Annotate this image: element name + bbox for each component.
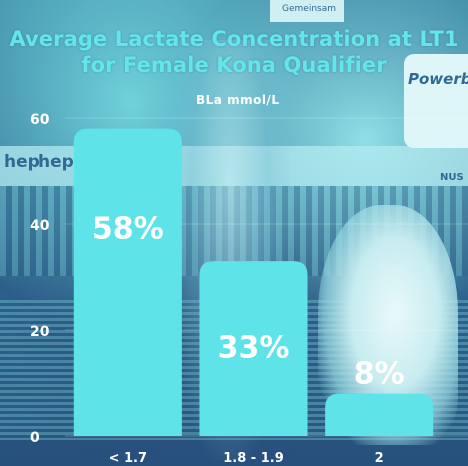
x-tick-label: 1.8 - 1.9 [223, 451, 284, 466]
y-axis-labels: 0 20 40 60 [30, 112, 50, 446]
sign-top-text: Gemeinsam [282, 4, 336, 14]
banner-text-left: hep [4, 152, 40, 172]
y-tick-label: 40 [30, 218, 50, 234]
chart-title-line-1: Average Lactate Concentration at LT1 [9, 27, 459, 51]
bar [325, 393, 434, 436]
bar-value-label: 8% [354, 357, 405, 392]
x-tick-label: < 1.7 [109, 451, 147, 466]
chart-title-line-2: for Female Kona Qualifier [81, 53, 387, 77]
x-tick-label: 2 [375, 451, 384, 466]
sign-right-text: Powerba [408, 70, 468, 88]
x-axis-labels: < 1.7 1.8 - 1.9 2 [109, 451, 384, 466]
banner-text-right: NUS [440, 172, 464, 183]
sign-right [404, 54, 468, 148]
bar [199, 261, 308, 436]
y-tick-label: 60 [30, 112, 50, 128]
value-labels: 58% 33% 8% [92, 212, 405, 392]
banner-text-left2: hep [38, 152, 74, 172]
bar [73, 128, 182, 436]
y-tick-label: 0 [30, 430, 40, 446]
bar-value-label: 58% [92, 212, 164, 247]
sign-top [270, 0, 344, 22]
unit-label: BLa mmol/L [196, 93, 280, 107]
bar-value-label: 33% [218, 330, 290, 365]
y-tick-label: 20 [30, 324, 50, 340]
bars [73, 128, 434, 436]
